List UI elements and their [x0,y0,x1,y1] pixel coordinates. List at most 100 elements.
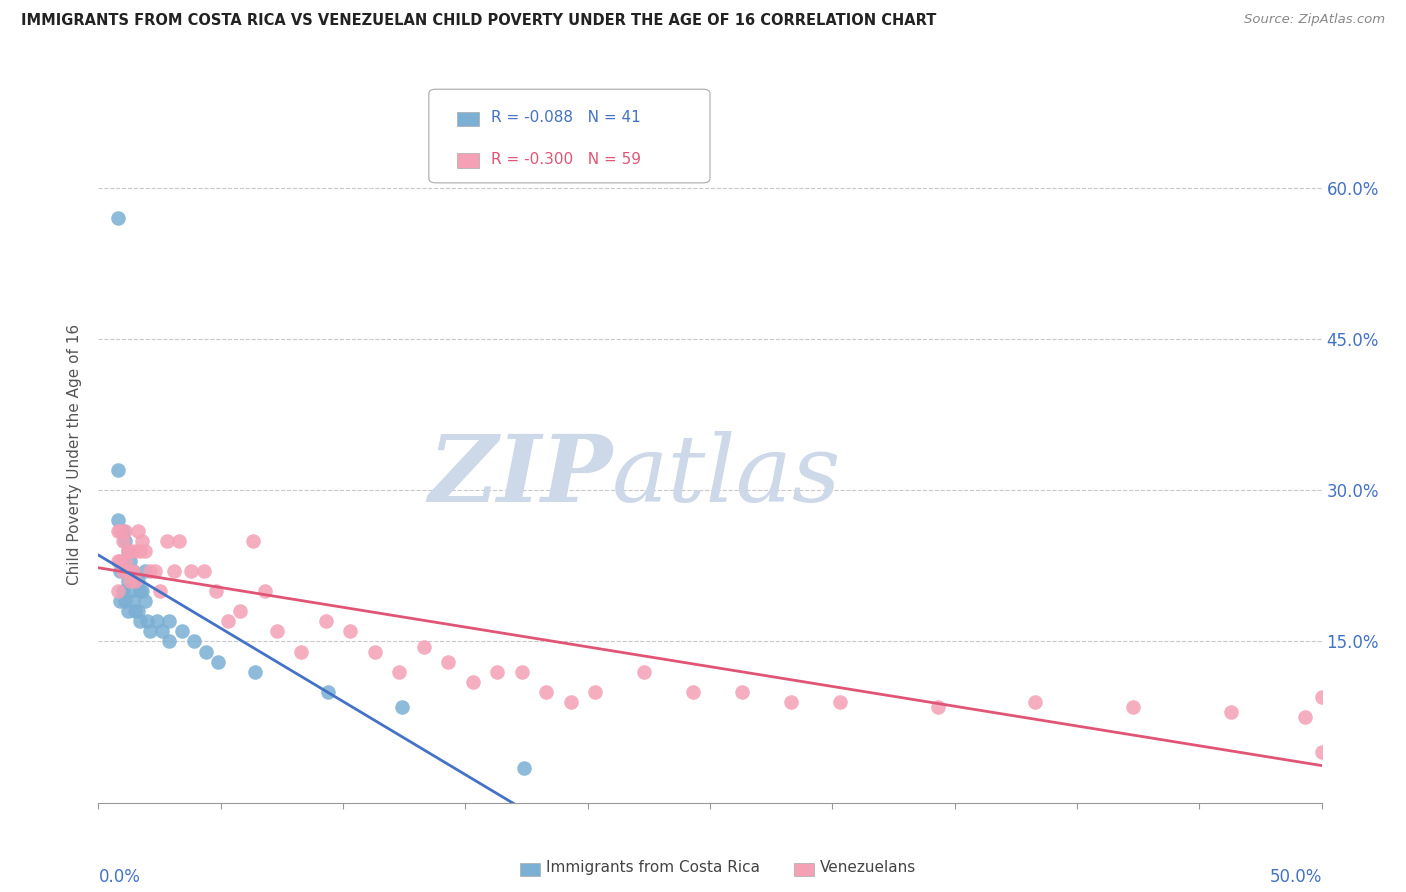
Point [111,533,134,548]
Point [253,584,276,599]
Point [121,564,143,578]
Point [131,533,153,548]
Point [149,584,172,599]
Point [111,584,134,599]
Point [1122,700,1144,714]
Point [117,574,139,588]
Point [510,665,533,679]
Point [121,564,143,578]
Point [110,564,132,578]
Point [107,463,129,477]
Point [127,604,149,618]
Point [170,624,193,639]
Point [107,211,129,225]
Point [927,700,949,714]
Point [242,533,264,548]
Point [107,513,129,527]
Text: 50.0%: 50.0% [1270,868,1322,887]
Point [828,695,851,709]
Point [157,615,180,629]
Point [513,760,536,774]
Point [486,665,509,679]
Point [315,615,337,629]
Point [134,564,156,578]
Point [339,624,361,639]
Point [318,685,340,699]
Point [110,594,132,608]
Point [134,594,156,608]
Point [124,574,146,588]
Point [583,685,606,699]
Point [217,615,239,629]
Point [243,665,266,679]
Point [114,564,136,578]
Point [146,615,169,629]
Point [412,640,434,654]
Point [1294,710,1316,724]
Point [1310,690,1333,704]
Point [207,655,229,669]
Point [437,655,460,669]
Point [391,700,413,714]
Text: IMMIGRANTS FROM COSTA RICA VS VENEZUELAN CHILD POVERTY UNDER THE AGE OF 16 CORRE: IMMIGRANTS FROM COSTA RICA VS VENEZUELAN… [21,13,936,29]
Point [461,674,484,689]
Point [205,584,228,599]
Point [124,574,146,588]
Point [193,564,215,578]
Point [111,554,134,568]
Point [534,685,557,699]
Point [127,524,149,538]
Point [195,644,218,658]
Point [117,604,139,618]
Point [124,543,146,558]
Point [1024,695,1046,709]
Point [114,533,136,548]
Point [129,584,152,599]
Point [120,554,142,568]
Point [114,554,136,568]
Point [1220,705,1243,719]
Text: Venezuelans: Venezuelans [820,860,915,874]
Point [124,604,146,618]
Point [120,574,142,588]
Point [121,594,143,608]
Point [290,644,312,658]
Text: atlas: atlas [612,431,842,521]
Point [731,685,754,699]
Point [139,624,162,639]
Point [110,554,132,568]
Text: R = -0.300   N = 59: R = -0.300 N = 59 [491,153,641,167]
Point [117,564,139,578]
Text: ZIP: ZIP [427,431,612,521]
Point [117,543,139,558]
Point [129,615,152,629]
Text: 0.0%: 0.0% [98,868,141,887]
Point [167,533,190,548]
Y-axis label: Child Poverty Under the Age of 16: Child Poverty Under the Age of 16 [67,325,83,585]
Point [131,584,153,599]
Point [111,524,134,538]
Point [157,634,180,648]
Point [110,524,132,538]
Point [129,543,152,558]
Point [388,665,411,679]
Point [156,533,179,548]
Point [117,543,139,558]
Point [266,624,288,639]
Point [111,564,134,578]
Text: Source: ZipAtlas.com: Source: ZipAtlas.com [1244,13,1385,27]
Point [107,524,129,538]
Point [127,574,149,588]
Point [139,564,162,578]
Text: Immigrants from Costa Rica: Immigrants from Costa Rica [546,860,759,874]
Point [633,665,655,679]
Point [114,594,136,608]
Point [107,584,129,599]
Point [779,695,801,709]
Point [120,584,142,599]
Point [150,624,173,639]
Point [134,543,156,558]
Point [682,685,704,699]
Point [229,604,252,618]
Point [364,644,387,658]
